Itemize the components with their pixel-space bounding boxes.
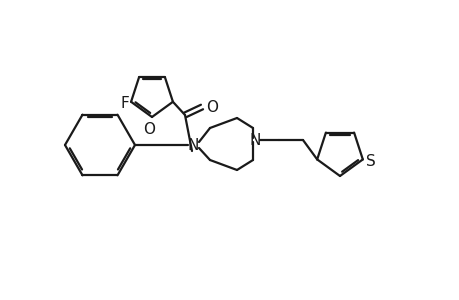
Text: F: F [120, 96, 129, 111]
Text: N: N [187, 137, 198, 152]
Text: S: S [365, 154, 375, 169]
Text: O: O [143, 122, 155, 137]
Text: N: N [249, 133, 260, 148]
Text: O: O [206, 100, 218, 115]
